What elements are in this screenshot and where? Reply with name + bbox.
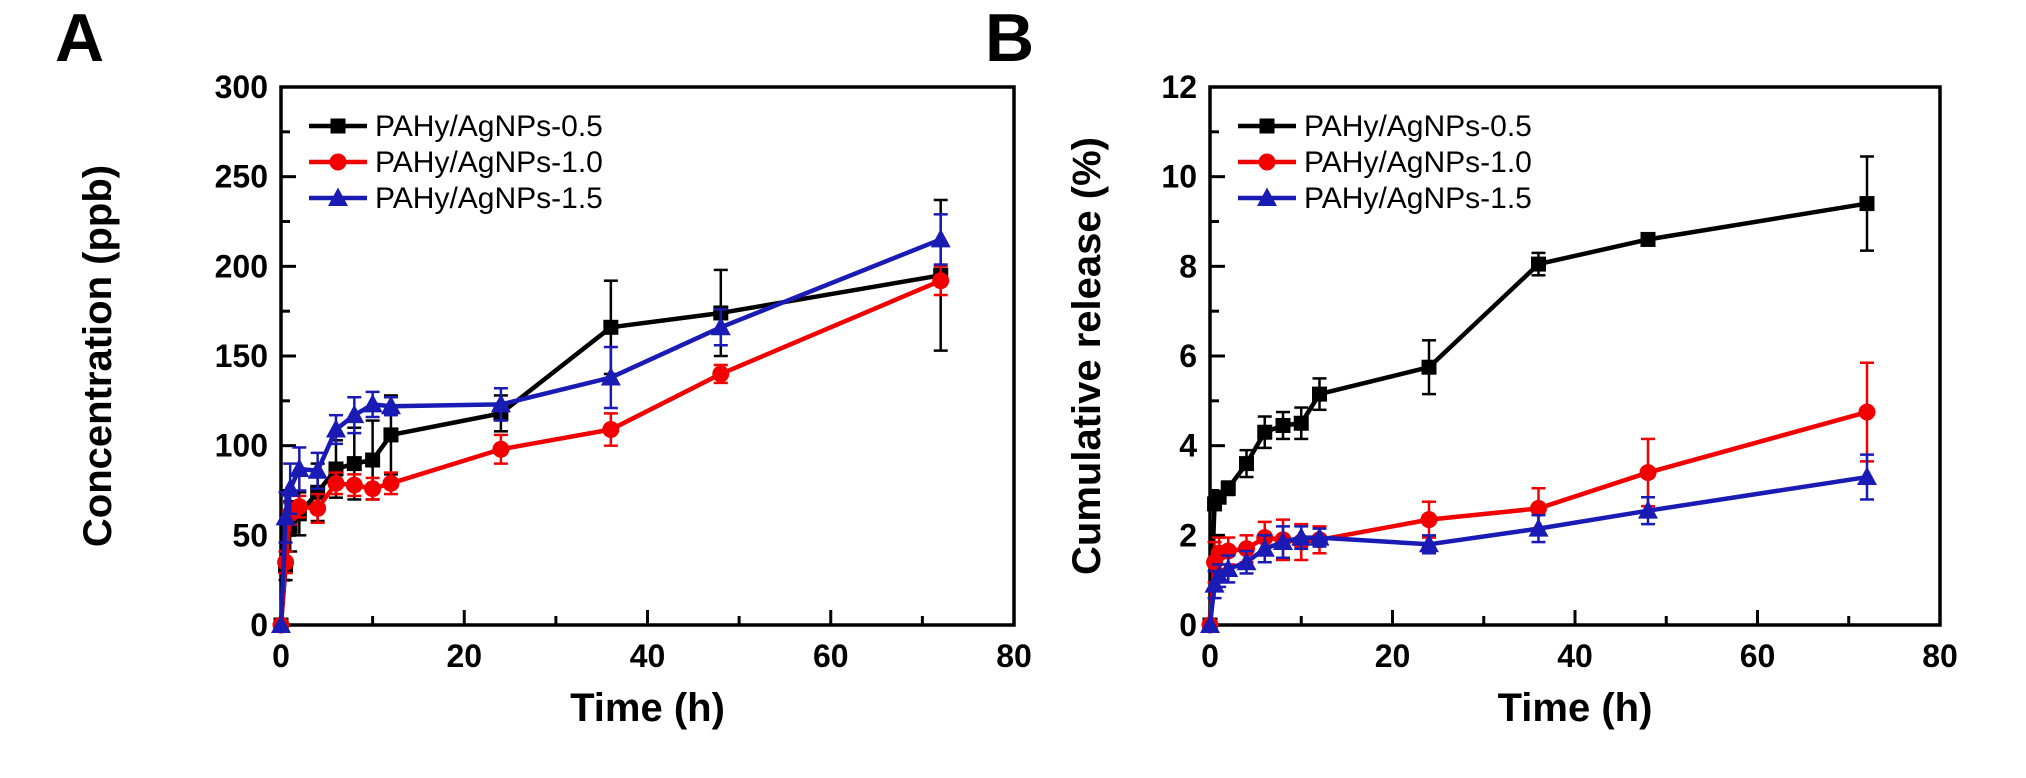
x-tick-label: 60 (813, 638, 849, 674)
x-tick-label: 20 (446, 638, 482, 674)
legend: PAHy/AgNPs-0.5PAHy/AgNPs-1.0PAHy/AgNPs-1… (309, 110, 603, 215)
x-tick-label: 80 (1922, 638, 1958, 674)
y-tick-label: 300 (215, 69, 268, 105)
x-tick-label: 20 (1375, 638, 1411, 674)
legend: PAHy/AgNPs-0.5PAHy/AgNPs-1.0PAHy/AgNPs-1… (1238, 110, 1532, 215)
x-tick-label: 40 (630, 638, 666, 674)
series-pahy-agnps-0.5 (1202, 155, 1875, 633)
y-tick-label: 6 (1179, 338, 1197, 374)
series-pahy-agnps-1.5 (271, 213, 951, 633)
y-tick-label: 50 (232, 517, 268, 553)
series-pahy-agnps-1.5 (1200, 453, 1877, 633)
y-tick-label: 250 (215, 159, 268, 195)
axes: 0 20 40 60 80 0 50 100 150 200 250 300 (215, 69, 1032, 674)
y-axis-title: Concentration (ppb) (76, 165, 120, 547)
series-pahy-agnps-1.0 (1201, 361, 1876, 634)
y-tick-label: 100 (215, 428, 268, 464)
y-tick-label: 2 (1179, 517, 1197, 553)
x-tick-label: 0 (272, 638, 290, 674)
panel-b: 0 20 40 60 80 0 2 4 6 8 10 12 Time (h) Cumulative rel… (1065, 69, 1958, 730)
legend-label-pahy-agnps-1.5: PAHy/AgNPs-1.5 (375, 182, 603, 215)
y-tick-label: 10 (1161, 159, 1197, 195)
y-tick-label: 12 (1161, 69, 1197, 105)
panel-b-label: B (985, 0, 1035, 76)
y-tick-label: 8 (1179, 248, 1197, 284)
y-tick-label: 200 (215, 248, 268, 284)
legend-label-pahy-agnps-0.5: PAHy/AgNPs-0.5 (375, 110, 603, 143)
x-tick-label: 40 (1557, 638, 1593, 674)
x-axis-title: Time (h) (1498, 686, 1653, 730)
legend-label-pahy-agnps-1.5: PAHy/AgNPs-1.5 (1304, 182, 1532, 215)
axes: 0 20 40 60 80 0 2 4 6 8 10 12 (1161, 69, 1957, 674)
panel-a-label: A (55, 0, 105, 76)
legend-label-pahy-agnps-1.0: PAHy/AgNPs-1.0 (375, 146, 603, 179)
x-tick-label: 80 (996, 638, 1032, 674)
panel-a: 0 20 40 60 80 0 50 100 150 200 250 300 Time (h) Conce… (76, 69, 1032, 730)
legend-label-pahy-agnps-1.0: PAHy/AgNPs-1.0 (1304, 146, 1532, 179)
y-tick-label: 0 (1179, 607, 1197, 643)
y-tick-label: 0 (250, 607, 268, 643)
x-axis-title: Time (h) (570, 686, 725, 730)
x-tick-label: 60 (1740, 638, 1776, 674)
x-tick-label: 0 (1201, 638, 1219, 674)
legend-label-pahy-agnps-0.5: PAHy/AgNPs-0.5 (1304, 110, 1532, 143)
y-tick-label: 150 (215, 338, 268, 374)
y-tick-label: 4 (1179, 428, 1197, 464)
y-axis-title: Cumulative release (%) (1065, 137, 1109, 575)
